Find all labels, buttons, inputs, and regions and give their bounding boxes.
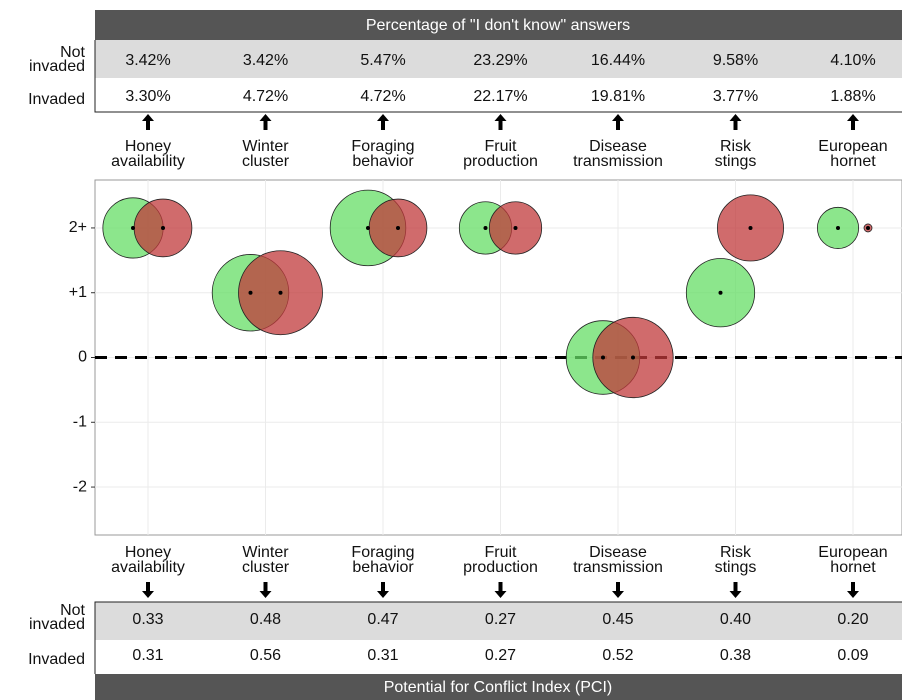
arrow-down bbox=[729, 582, 742, 598]
row-bg bbox=[95, 602, 902, 640]
dont-know-cell: 3.77% bbox=[713, 88, 758, 105]
category-label: Honey availability bbox=[111, 544, 185, 576]
arrow-up bbox=[612, 114, 624, 130]
pci-cell: 0.27 bbox=[485, 647, 516, 664]
y-tick-label: -2 bbox=[73, 478, 87, 495]
y-tick-label: -1 bbox=[73, 413, 87, 430]
table-border bbox=[94, 601, 902, 674]
arrow-up bbox=[729, 114, 742, 130]
row-bg bbox=[95, 40, 902, 78]
center-dot bbox=[748, 225, 753, 230]
category-label: Winter cluster bbox=[241, 138, 290, 170]
center-dot bbox=[131, 225, 135, 230]
y-tick-label: 2+ bbox=[69, 219, 87, 236]
dont-know-cell: 4.72% bbox=[243, 88, 288, 105]
center-dot bbox=[836, 225, 840, 230]
chart-title: Percentage of "I don't know" answers bbox=[366, 17, 630, 34]
dont-know-cell: 4.10% bbox=[830, 52, 875, 69]
pci-cell: 0.40 bbox=[720, 611, 751, 628]
category-label: Risk stings bbox=[714, 544, 757, 576]
row-label: Invaded bbox=[28, 91, 85, 108]
category-label: Winter cluster bbox=[241, 544, 290, 576]
pci-cell: 0.56 bbox=[250, 647, 281, 664]
pci-cell: 0.31 bbox=[367, 647, 398, 664]
category-label: Disease transmission bbox=[573, 544, 663, 576]
category-label: Disease transmission bbox=[573, 138, 663, 170]
arrow-up bbox=[142, 114, 154, 130]
center-dot bbox=[278, 290, 283, 295]
dont-know-cell: 4.72% bbox=[360, 88, 405, 105]
y-tick-label: 0 bbox=[78, 349, 87, 366]
dont-know-cell: 23.29% bbox=[473, 52, 527, 69]
pci-cell: 0.48 bbox=[250, 611, 281, 628]
header-bar bbox=[95, 10, 902, 40]
dont-know-cell: 1.88% bbox=[830, 88, 875, 105]
dont-know-cell: 16.44% bbox=[591, 52, 645, 69]
y-tick-label: +1 bbox=[69, 284, 87, 301]
center-dot bbox=[601, 355, 605, 360]
arrow-up bbox=[494, 114, 507, 130]
center-dot bbox=[631, 355, 635, 360]
chart-subtitle: Potential for Conflict Index (PCI) bbox=[384, 679, 613, 696]
category-label: European hornet bbox=[818, 544, 888, 576]
pci-cell: 0.38 bbox=[720, 647, 751, 664]
arrow-up bbox=[377, 114, 389, 130]
center-dot bbox=[366, 225, 370, 230]
arrow-down bbox=[259, 582, 272, 598]
pci-cell: 0.20 bbox=[837, 611, 868, 628]
arrow-down bbox=[142, 582, 154, 598]
row-label: Not invaded bbox=[28, 44, 85, 75]
category-label: European hornet bbox=[818, 138, 888, 170]
category-label: Honey availability bbox=[111, 138, 185, 170]
dont-know-cell: 22.17% bbox=[473, 88, 527, 105]
arrow-down bbox=[612, 582, 624, 598]
footer-bar bbox=[95, 674, 902, 700]
pci-cell: 0.45 bbox=[602, 611, 633, 628]
center-dot bbox=[483, 225, 488, 230]
center-dot bbox=[866, 225, 870, 230]
pci-cell: 0.31 bbox=[132, 647, 163, 664]
category-label: Fruit production bbox=[463, 544, 538, 576]
dont-know-cell: 3.42% bbox=[125, 52, 170, 69]
arrow-down bbox=[377, 582, 389, 598]
center-dot bbox=[396, 225, 400, 230]
pci-cell: 0.09 bbox=[837, 647, 868, 664]
row-label: Invaded bbox=[28, 651, 85, 668]
category-label: Fruit production bbox=[463, 138, 538, 170]
center-dot bbox=[718, 290, 723, 295]
dont-know-cell: 5.47% bbox=[360, 52, 405, 69]
arrow-up bbox=[259, 114, 272, 130]
pci-cell: 0.33 bbox=[132, 611, 163, 628]
dont-know-cell: 19.81% bbox=[591, 88, 645, 105]
arrow-down bbox=[847, 582, 859, 598]
arrow-down bbox=[494, 582, 507, 598]
dont-know-cell: 3.42% bbox=[243, 52, 288, 69]
arrow-up bbox=[847, 114, 859, 130]
category-label: Risk stings bbox=[714, 138, 757, 170]
row-label: Not invaded bbox=[28, 602, 85, 633]
category-label: Foraging behavior bbox=[351, 138, 415, 170]
center-dot bbox=[248, 290, 253, 295]
pci-cell: 0.27 bbox=[485, 611, 516, 628]
dont-know-cell: 3.30% bbox=[125, 88, 170, 105]
pci-cell: 0.47 bbox=[367, 611, 398, 628]
center-dot bbox=[161, 225, 165, 230]
category-label: Foraging behavior bbox=[351, 544, 415, 576]
pci-cell: 0.52 bbox=[602, 647, 633, 664]
dont-know-cell: 9.58% bbox=[713, 52, 758, 69]
table-border bbox=[94, 40, 902, 113]
center-dot bbox=[513, 225, 518, 230]
